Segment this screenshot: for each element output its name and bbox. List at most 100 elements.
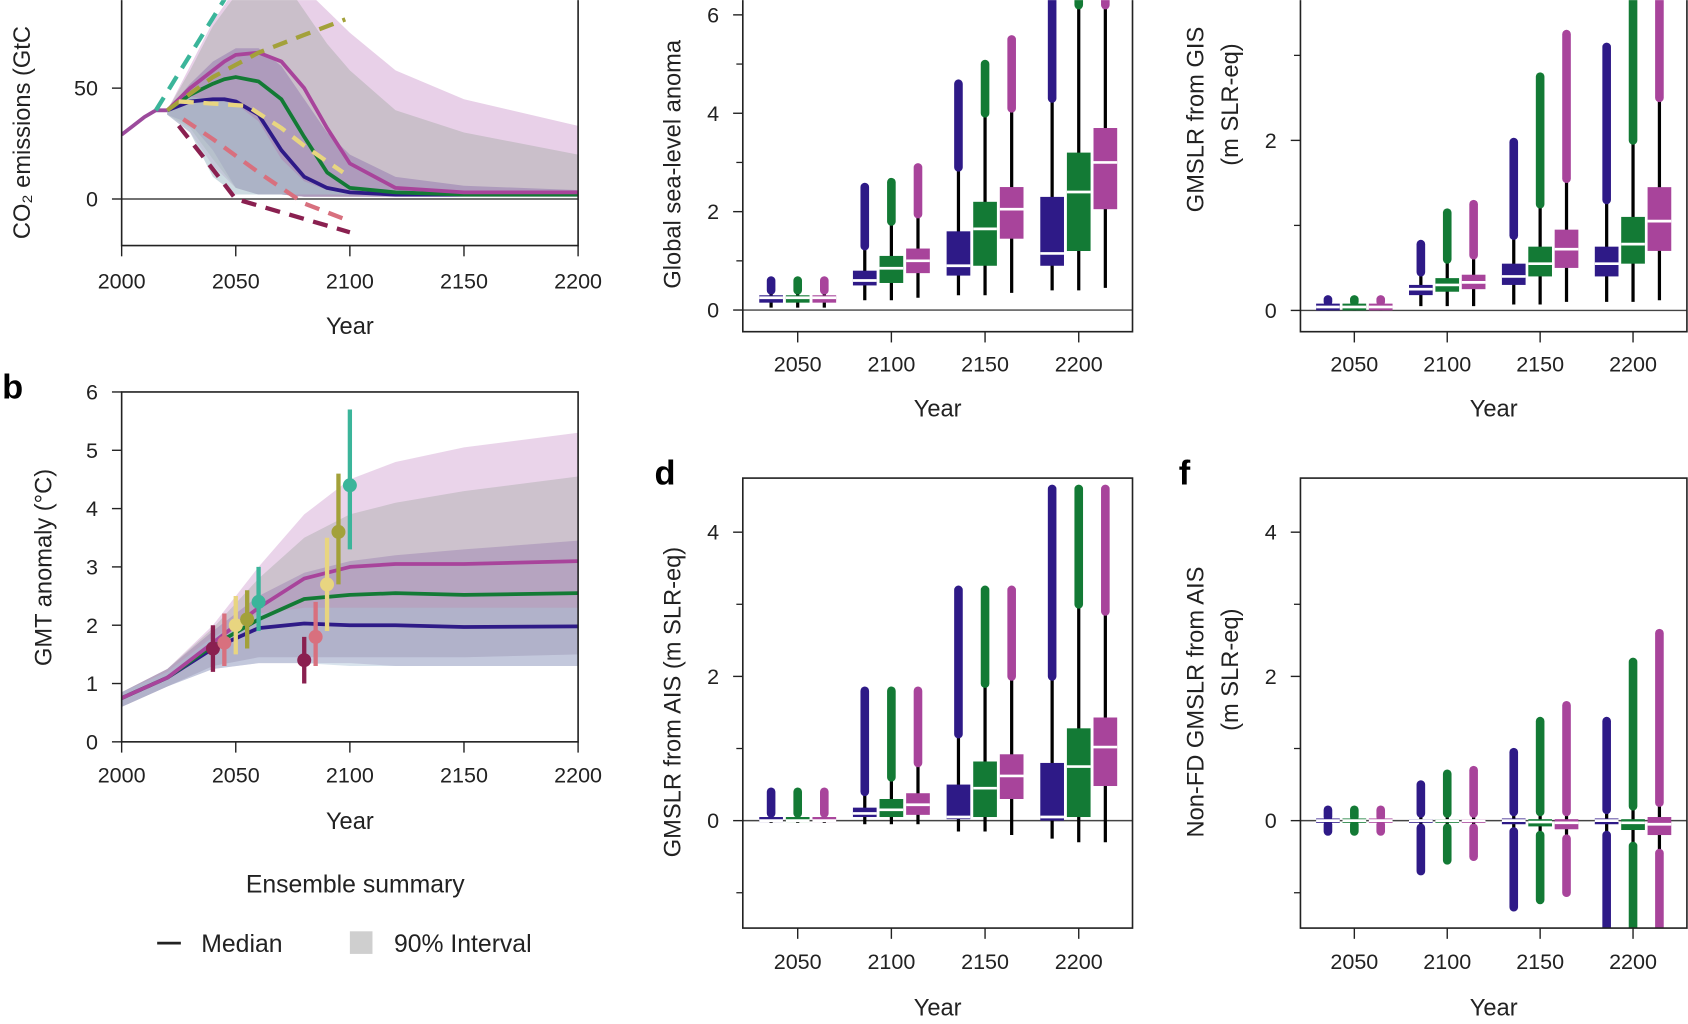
y-tick-label: 4 bbox=[707, 521, 719, 545]
panel-f: 2050 2100 2150 2200 0 2 4 Year Non-FD GMSLR from… bbox=[1179, 455, 1688, 1021]
iqr-box bbox=[1040, 762, 1064, 821]
iqr-box bbox=[973, 201, 997, 266]
median-line-history bbox=[121, 108, 168, 137]
x-tick-label: 2050 bbox=[774, 950, 822, 974]
x-tick-label: 2100 bbox=[867, 950, 915, 974]
box-2150-low bbox=[946, 585, 971, 832]
median-line-high bbox=[121, 559, 579, 700]
scenario-dashed-line-olive bbox=[166, 17, 347, 113]
scenario-dashed-line-yellow bbox=[178, 99, 345, 175]
scenario-point bbox=[228, 618, 243, 633]
y-tick-label: 2 bbox=[86, 614, 98, 638]
x-tick-label: 2200 bbox=[554, 764, 602, 788]
y-axis-label: Non-FD GMSLR from AIS bbox=[1184, 567, 1210, 838]
y-tick-label: 2 bbox=[1265, 129, 1277, 153]
plot-area bbox=[121, 409, 579, 707]
interval-band-low bbox=[167, 97, 579, 195]
y-tick-label: 50 bbox=[74, 77, 98, 101]
plot-frame bbox=[741, 0, 1134, 333]
iqr-box bbox=[1066, 728, 1091, 818]
plot-frame bbox=[741, 477, 1134, 929]
box-2150-mid bbox=[1528, 716, 1552, 905]
scenario-point bbox=[297, 653, 312, 668]
x-axis-label: Year bbox=[1470, 397, 1518, 423]
box-2100-high bbox=[1461, 765, 1486, 861]
scenario-point bbox=[240, 612, 255, 627]
box-2050-low bbox=[759, 787, 783, 823]
x-axis-label: Year bbox=[914, 995, 962, 1021]
box-2100-high bbox=[906, 686, 930, 825]
x-axis-label: Year bbox=[326, 809, 374, 835]
median-line-high bbox=[165, 50, 579, 195]
y-axis-label: Global sea-level anoma bbox=[660, 39, 686, 289]
y-tick-label: 5 bbox=[86, 439, 98, 463]
y-tick-label: 4 bbox=[707, 102, 719, 126]
box-2150-mid bbox=[973, 59, 997, 296]
box-2150-high bbox=[1554, 29, 1579, 302]
x-tick-label: 2150 bbox=[440, 764, 488, 788]
box-2200-low bbox=[1594, 716, 1619, 929]
y-axis-label-line2: (m SLR-eq) bbox=[1218, 43, 1244, 165]
scenario-point bbox=[205, 641, 220, 656]
box-2050-high bbox=[812, 276, 837, 308]
box-2150-mid bbox=[1528, 72, 1552, 305]
y-tick-label: 2 bbox=[707, 665, 719, 689]
median-line-low bbox=[166, 97, 579, 197]
x-tick-label: 2150 bbox=[1516, 353, 1564, 377]
iqr-box bbox=[852, 270, 877, 286]
x-tick-label: 2200 bbox=[1609, 950, 1657, 974]
iqr-box bbox=[1594, 246, 1619, 277]
legend-interval-swatch bbox=[349, 931, 373, 954]
box-2150-high bbox=[999, 585, 1024, 836]
box-2050-high bbox=[1368, 295, 1393, 311]
iqr-box bbox=[946, 231, 971, 276]
x-tick-label: 2100 bbox=[326, 764, 374, 788]
y-tick-label: 1 bbox=[86, 672, 98, 696]
y-tick-label: 3 bbox=[86, 555, 98, 579]
y-tick-label: 4 bbox=[86, 497, 98, 521]
y-tick-label: 4 bbox=[1265, 521, 1277, 545]
iqr-box bbox=[999, 187, 1024, 239]
y-tick-label: 6 bbox=[707, 3, 719, 27]
iqr-box bbox=[1040, 196, 1064, 266]
scenario-point bbox=[331, 524, 346, 539]
panel-b: 2000 2050 2100 2150 2200 0 1 2 3 4 5 6 Year GMT anoma… bbox=[2, 368, 602, 835]
iqr-box bbox=[1621, 819, 1645, 831]
x-tick-label: 2150 bbox=[440, 270, 488, 294]
box-2100-low bbox=[1409, 780, 1433, 876]
y-tick-label: 0 bbox=[707, 809, 719, 833]
plot-area bbox=[1300, 0, 1687, 312]
box-2050-high bbox=[812, 787, 837, 823]
x-tick-label: 2200 bbox=[1609, 353, 1657, 377]
box-2050-mid bbox=[785, 787, 810, 823]
legend: Ensemble summary Median 90% Interval bbox=[157, 872, 532, 958]
box-2150-high bbox=[1554, 700, 1579, 898]
box-2100-low bbox=[852, 182, 877, 301]
box-2200-low bbox=[1040, 484, 1064, 839]
median-line-mid bbox=[166, 75, 579, 197]
panel-label: f bbox=[1179, 455, 1191, 493]
box-2200-mid bbox=[1066, 484, 1091, 843]
legend-interval-label: 90% Interval bbox=[394, 931, 532, 958]
box-2100-mid bbox=[879, 177, 904, 301]
y-tick-label: 0 bbox=[86, 730, 98, 754]
iqr-box bbox=[1501, 263, 1526, 285]
x-tick-label: 2200 bbox=[554, 270, 602, 294]
plot-area bbox=[742, 484, 1133, 843]
box-2200-mid bbox=[1621, 657, 1645, 929]
box-2200-low bbox=[1594, 42, 1619, 302]
y-axis-label: GMSLR from GIS bbox=[1184, 27, 1210, 212]
x-tick-label: 2050 bbox=[212, 764, 260, 788]
iqr-box bbox=[1621, 216, 1645, 264]
box-2100-high bbox=[1461, 199, 1486, 307]
panel-label: d bbox=[655, 455, 676, 493]
iqr-box bbox=[1093, 128, 1118, 210]
panel-a: 2000 2050 2100 2150 2200 0 50 Year CO₂ emissions… bbox=[10, 0, 602, 340]
y-tick-label: 0 bbox=[1265, 299, 1277, 323]
x-tick-label: 2150 bbox=[1516, 950, 1564, 974]
box-2050-low bbox=[1316, 805, 1340, 836]
scenario-point bbox=[342, 478, 357, 493]
iqr-box bbox=[1093, 717, 1118, 787]
box-2100-mid bbox=[1435, 769, 1460, 865]
x-tick-label: 2050 bbox=[212, 270, 260, 294]
